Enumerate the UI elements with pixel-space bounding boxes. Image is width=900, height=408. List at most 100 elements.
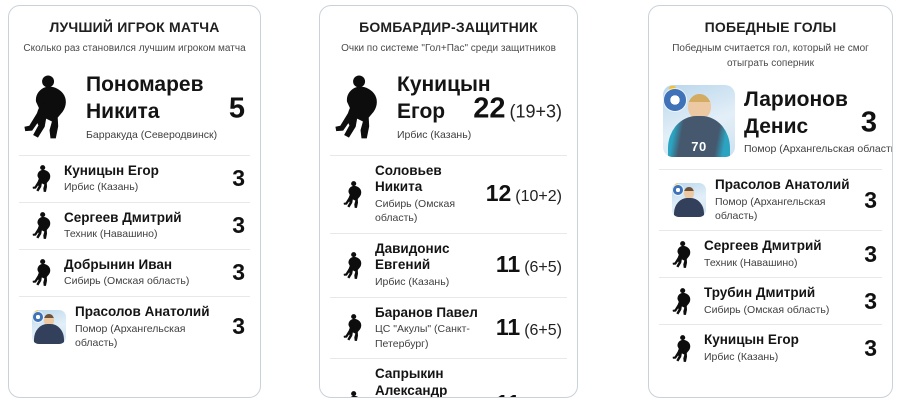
row-player-club: Ирбис (Казань)	[64, 181, 139, 194]
player-row[interactable]: Соловьев Никита Сибирь (Омская область) …	[330, 156, 567, 234]
row-value: 11 (6+5)	[490, 313, 562, 340]
player-row[interactable]: Прасолов Анатолий Помор (Архангельская о…	[19, 297, 250, 357]
row-value-number: 12	[485, 180, 512, 207]
featured-player-row[interactable]: 70 Ларионов Денис Помор (Архангельская о…	[649, 79, 892, 167]
player-photo: 70	[663, 85, 735, 157]
player-row[interactable]: Куницын Егор Ирбис (Казань) 3	[659, 325, 882, 371]
featured-player-name: Ларионов Денис	[744, 87, 848, 138]
row-value: 3	[858, 188, 877, 212]
player-row[interactable]: Трубин Дмитрий Сибирь (Омская область) 3	[659, 278, 882, 326]
row-player-club: Ирбис (Казань)	[704, 351, 779, 364]
row-player-name: Сергеев Дмитрий	[704, 238, 822, 254]
row-player-name: Давидонис Евгений	[375, 240, 450, 273]
player-row[interactable]: Сапрыкин Александр Мининский университет…	[330, 359, 567, 397]
row-player-name: Куницын Егор	[704, 332, 799, 348]
hockey-player-silhouette-icon	[32, 165, 51, 192]
row-value-number: 11	[495, 251, 521, 278]
row-value-number: 3	[864, 240, 877, 267]
row-avatar	[672, 287, 695, 316]
row-value-breakdown: (10+2)	[515, 188, 562, 206]
hockey-player-silhouette-icon	[32, 259, 51, 286]
club-logo-icon	[672, 185, 683, 196]
row-player-name: Прасолов Анатолий	[715, 177, 850, 192]
row-info: Баранов Павел ЦС "Акулы" (Санкт-Петербур…	[375, 305, 490, 351]
row-info: Соловьев Никита Сибирь (Омская область)	[375, 163, 480, 226]
hockey-player-silhouette-icon	[343, 180, 362, 208]
hockey-player-silhouette-icon	[672, 240, 691, 268]
featured-player-row[interactable]: Куницын Егор Ирбис (Казань) 22 (19+3)	[320, 65, 577, 153]
row-avatar	[672, 240, 695, 269]
row-avatar	[32, 309, 66, 344]
star-icon	[669, 85, 676, 92]
player-photo	[672, 183, 706, 218]
player-list: Куницын Егор Ирбис (Казань) 3 Сергеев Дм…	[19, 154, 250, 357]
featured-info: Пономарев Никита Барракуда (Северодвинск…	[86, 72, 244, 141]
player-head	[683, 187, 695, 200]
player-row[interactable]: Давидонис Евгений Ирбис (Казань) 11 (6+5…	[330, 234, 567, 298]
featured-player-club: Помор (Архангельская область)	[744, 143, 893, 156]
row-player-name: Сергеев Дмитрий	[64, 209, 182, 225]
row-info: Сергеев Дмитрий Техник (Навашино)	[704, 238, 858, 270]
hockey-player-silhouette-icon	[343, 314, 362, 341]
featured-player-row[interactable]: Пономарев Никита Барракуда (Северодвинск…	[9, 65, 260, 153]
row-player-name: Трубин Дмитрий	[704, 285, 816, 301]
club-logo-icon	[664, 89, 687, 111]
row-value: 3	[858, 336, 877, 360]
row-info: Сергеев Дмитрий Техник (Навашино)	[64, 210, 226, 242]
featured-value-number: 22	[473, 92, 506, 124]
row-value-number: 3	[232, 313, 245, 340]
row-value-number: 11	[496, 392, 520, 397]
row-value-number: 3	[232, 165, 245, 192]
player-row[interactable]: Баранов Павел ЦС "Акулы" (Санкт-Петербур…	[330, 298, 567, 359]
featured-player-name: Пономарев Никита	[86, 73, 204, 123]
card-subtitle: Победным считается гол, который не смог …	[672, 43, 869, 69]
row-info: Добрынин Иван Сибирь (Омская область)	[64, 257, 226, 289]
row-avatar	[343, 313, 366, 342]
player-photo	[32, 309, 66, 344]
hockey-player-silhouette-icon	[672, 287, 691, 315]
row-avatar	[672, 334, 695, 363]
player-row[interactable]: Добрынин Иван Сибирь (Омская область) 3	[19, 250, 250, 297]
row-value: 11 (4+7)	[490, 392, 562, 397]
player-jersey	[668, 115, 730, 157]
featured-value: 3	[858, 108, 877, 138]
row-avatar	[343, 180, 366, 209]
hockey-player-silhouette-icon	[672, 334, 691, 362]
hockey-player-silhouette-icon	[350, 390, 359, 397]
featured-avatar	[334, 72, 388, 142]
row-value-number: 3	[232, 212, 245, 239]
row-avatar	[32, 211, 55, 240]
row-avatar	[672, 183, 706, 218]
row-player-name: Баранов Павел	[375, 304, 478, 320]
row-player-club: Ирбис (Казань)	[375, 276, 450, 289]
row-value-breakdown: (6+5)	[524, 259, 562, 277]
player-row[interactable]: Сергеев Дмитрий Техник (Навашино) 3	[659, 231, 882, 279]
player-row[interactable]: Сергеев Дмитрий Техник (Навашино) 3	[19, 203, 250, 250]
row-info: Куницын Егор Ирбис (Казань)	[704, 332, 858, 364]
player-row[interactable]: Куницын Егор Ирбис (Казань) 3	[19, 156, 250, 203]
row-value: 3	[226, 315, 245, 338]
row-avatar	[32, 258, 55, 287]
row-info: Трубин Дмитрий Сибирь (Омская область)	[704, 285, 858, 317]
row-player-club: Сибирь (Омская область)	[704, 304, 830, 317]
card-title: ПОБЕДНЫЕ ГОЛЫ	[704, 19, 837, 35]
row-player-club: Помор (Архангельская область)	[715, 195, 826, 223]
row-info: Сапрыкин Александр Мининский университет…	[375, 366, 490, 397]
row-player-name: Куницын Егор	[64, 162, 159, 178]
row-player-name: Соловьев Никита	[375, 162, 442, 195]
card-title: БОМБАРДИР-ЗАЩИТНИК	[359, 19, 538, 35]
featured-value-number: 5	[228, 92, 245, 124]
featured-avatar: 70	[663, 85, 735, 157]
row-value-number: 11	[495, 313, 521, 340]
row-player-club: Сибирь (Омская область)	[375, 198, 456, 225]
row-value: 3	[858, 287, 877, 314]
row-info: Давидонис Евгений Ирбис (Казань)	[375, 241, 490, 290]
row-player-club: ЦС "Акулы" (Санкт-Петербург)	[375, 323, 470, 350]
row-value: 3	[226, 214, 245, 237]
row-value-number: 3	[864, 287, 877, 314]
row-value: 3	[858, 240, 877, 267]
club-logo-icon	[32, 311, 43, 322]
player-row[interactable]: Прасолов Анатолий Помор (Архангельская о…	[659, 170, 882, 232]
stat-card: ПОБЕДНЫЕ ГОЛЫ Победным считается гол, ко…	[648, 5, 893, 398]
